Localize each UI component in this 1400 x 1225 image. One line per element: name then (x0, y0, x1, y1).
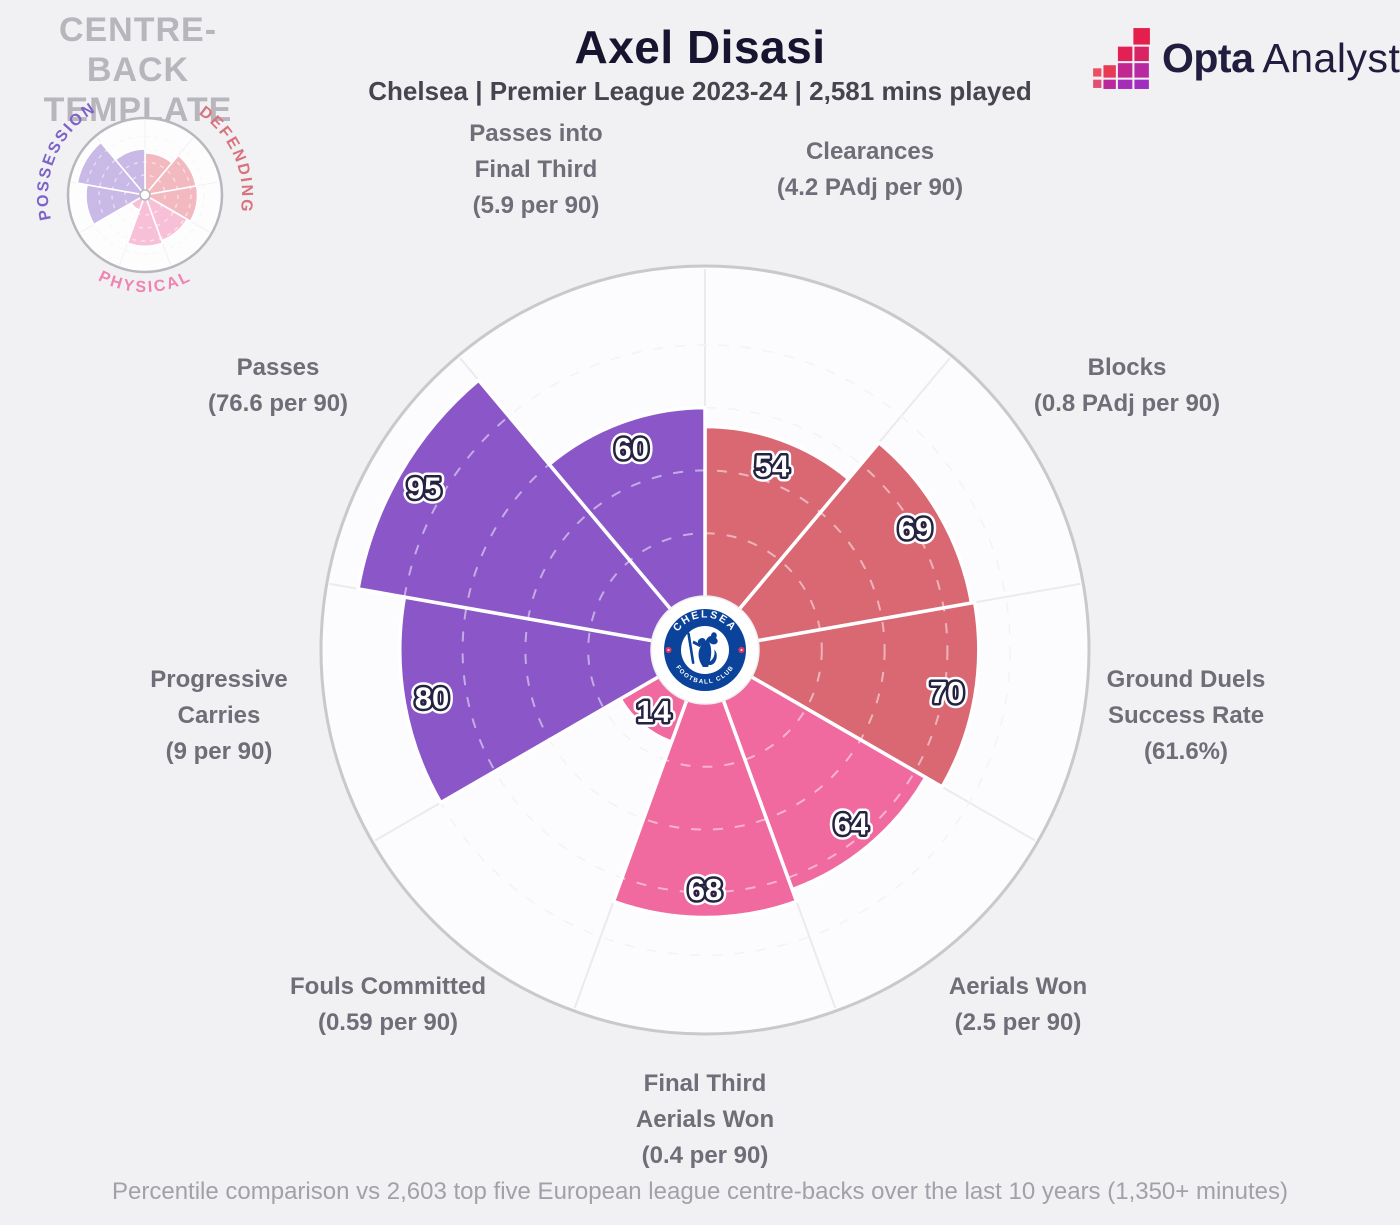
slice-label-passes-into-final-third: Passes into Final Third (5.9 per 90) (469, 120, 603, 219)
footer-note: Percentile comparison vs 2,603 top five … (112, 1178, 1288, 1205)
slice-label-final-third-aerials-won: Final Third Aerials Won (0.4 per 90) (635, 1070, 775, 1169)
pizza-gridline-ring-overlay (524, 469, 886, 831)
template-title: CENTRE-BACK TEMPLATE (18, 10, 258, 130)
page-title-player-name: Axel Disasi (574, 21, 826, 73)
slice-value-halo: 95 (407, 470, 441, 505)
slice-value-badge: 60 (614, 431, 648, 466)
slice-value-badge: 68 (688, 872, 722, 907)
slice-value-halo: 14 (636, 694, 671, 729)
pizza-wedge-defending (703, 600, 981, 789)
mini-radar-center-dot (139, 189, 151, 201)
slice-label-blocks: Blocks (0.8 PAdj per 90) (1033, 354, 1221, 417)
opta-mark-icon (1093, 28, 1150, 89)
slice-value-badge: 95 (407, 470, 441, 505)
pizza-wedge-possession (76, 141, 146, 196)
slice-value-halo: 80 (415, 681, 449, 716)
pizza-gridline-ring-overlay (398, 343, 1012, 957)
slice-label-ground-duels-success-rate: Ground Duels Success Rate (61.6%) (1106, 666, 1266, 765)
crest-lion-icon (684, 626, 718, 667)
main-pizza-chart: 545469697070646468681414808095956060CHEL… (319, 264, 1091, 1036)
slice-value-halo: 68 (688, 872, 722, 907)
pizza-wedge-physical (703, 648, 928, 892)
slice-value-halo: 69 (898, 511, 932, 546)
opta-analyst-logo: Opta Analyst (1090, 26, 1400, 90)
player-subtitle: Chelsea | Premier League 2023-24 | 2,581… (368, 76, 1032, 106)
pizza-wedge-possession (356, 378, 707, 652)
template-title-line1: CENTRE-BACK (58, 11, 218, 89)
pizza-gridline-ring-overlay (98, 148, 192, 242)
slice-label-passes: Passes (76.6 per 90) (207, 354, 349, 417)
pizza-gridline-ring-overlay (587, 532, 823, 768)
slice-value-halo: 64 (834, 806, 869, 841)
pizza-wedge-defending (144, 185, 199, 223)
opta-wordmark-light: Analyst (1262, 34, 1400, 81)
slice-value-badge: 14 (636, 694, 671, 729)
slice-value-halo: 70 (930, 675, 964, 710)
opta-wordmark: Opta Analyst (1162, 35, 1400, 82)
slice-value-halo: 54 (755, 449, 790, 484)
pizza-gridline-ring-overlay (85, 135, 205, 255)
slice-value-badge: 64 (834, 806, 869, 841)
pizza-wedge-defending (703, 424, 851, 652)
slice-label-clearances: Clearances (4.2 PAdj per 90) (776, 138, 964, 201)
slice-value-halo: 60 (614, 431, 648, 466)
pizza-wedge-physical (126, 194, 164, 247)
slice-label-aerials-won: Aerials Won (2.5 per 90) (948, 973, 1088, 1036)
slice-value-badge: 80 (415, 681, 449, 716)
pizza-gridline-ring-overlay (461, 406, 949, 894)
pizza-wedge-physical (611, 648, 799, 920)
slice-value-badge: 69 (898, 511, 932, 546)
pizza-wedge-defending (703, 440, 974, 652)
pizza-gridline-ring-overlay (111, 161, 179, 229)
pizza-gridline-ring-overlay (124, 174, 166, 216)
slice-label-fouls-committed: Fouls Committed (0.59 per 90) (290, 973, 486, 1036)
opta-wordmark-bold: Opta (1162, 34, 1254, 81)
slice-value-badge: 70 (930, 675, 964, 710)
slice-value-badge: 54 (755, 449, 790, 484)
slice-label-progressive-carries: Progressive Carries (9 per 90) (150, 666, 288, 765)
